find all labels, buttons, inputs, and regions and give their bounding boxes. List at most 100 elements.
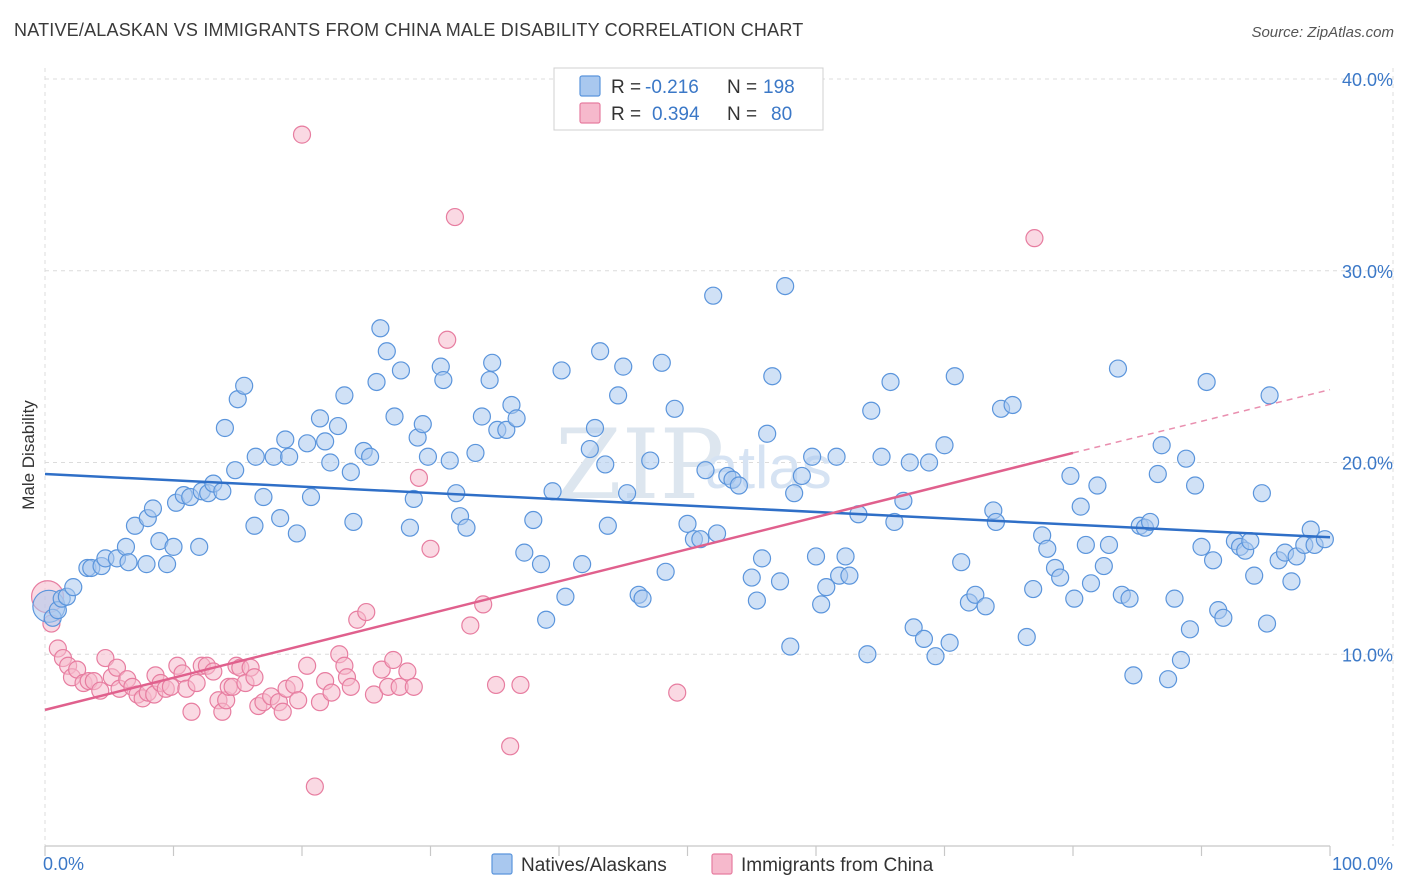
data-point-immigrants-from-china <box>289 691 308 710</box>
data-point-immigrants-from-china <box>1025 229 1044 248</box>
data-point-immigrants-from-china <box>182 702 201 721</box>
correlation-legend: R = -0.216 N = 198 R = 0.394 N = 80 <box>553 67 824 131</box>
y-axis-label: Male Disability <box>19 400 38 510</box>
series-natives-alaskans <box>32 276 1334 689</box>
data-point-natives-alaskans <box>1094 556 1113 576</box>
data-point-natives-alaskans <box>665 399 684 418</box>
data-point-immigrants-from-china <box>421 539 440 558</box>
data-point-immigrants-from-china <box>273 702 292 721</box>
data-point-natives-alaskans <box>276 430 295 449</box>
data-point-natives-alaskans <box>341 462 360 482</box>
data-point-natives-alaskans <box>1003 395 1022 415</box>
data-point-immigrants-from-china <box>357 602 376 622</box>
data-point-immigrants-from-china <box>341 677 360 696</box>
data-point-natives-alaskans <box>770 572 790 591</box>
data-point-natives-alaskans <box>1152 436 1171 455</box>
data-point-natives-alaskans <box>287 524 306 543</box>
data-point-natives-alaskans <box>747 591 766 610</box>
trend-line-extension-immigrants-from-china <box>1072 388 1331 454</box>
data-point-natives-alaskans <box>952 553 971 572</box>
data-point-natives-alaskans <box>190 537 209 556</box>
data-point-natives-alaskans <box>1197 372 1216 392</box>
data-point-natives-alaskans <box>940 633 959 652</box>
data-point-natives-alaskans <box>1120 589 1139 608</box>
data-point-natives-alaskans <box>400 518 420 537</box>
data-point-natives-alaskans <box>1165 589 1184 608</box>
data-point-immigrants-from-china <box>445 207 465 227</box>
legend-n-value-2: 80 <box>771 104 792 125</box>
data-point-natives-alaskans <box>254 487 273 507</box>
data-point-natives-alaskans <box>1071 497 1090 516</box>
data-point-natives-alaskans <box>344 512 363 532</box>
data-point-natives-alaskans <box>792 466 811 486</box>
data-point-natives-alaskans <box>1088 476 1107 495</box>
y-tick-labels: 10.0% 20.0% 30.0% 40.0% <box>1342 70 1393 665</box>
data-point-natives-alaskans <box>596 455 615 474</box>
data-point-immigrants-from-china <box>404 677 423 696</box>
data-point-natives-alaskans <box>1245 566 1264 585</box>
data-point-immigrants-from-china <box>668 683 687 702</box>
data-point-natives-alaskans <box>652 353 671 372</box>
data-point-natives-alaskans <box>361 447 380 466</box>
data-point-natives-alaskans <box>480 370 499 390</box>
data-point-natives-alaskans <box>817 578 836 597</box>
data-point-natives-alaskans <box>377 342 396 361</box>
data-point-natives-alaskans <box>64 578 83 597</box>
data-point-natives-alaskans <box>515 543 534 562</box>
data-point-natives-alaskans <box>310 409 330 428</box>
data-point-natives-alaskans <box>976 597 995 616</box>
legend-swatch-pink <box>579 102 601 124</box>
data-point-immigrants-from-china <box>298 656 317 675</box>
data-point-natives-alaskans <box>785 484 804 503</box>
data-point-natives-alaskans <box>507 409 526 428</box>
x-tick-label: 0.0% <box>43 854 84 874</box>
data-point-natives-alaskans <box>1148 464 1167 484</box>
data-point-natives-alaskans <box>885 512 904 532</box>
data-point-natives-alaskans <box>321 453 340 472</box>
data-point-natives-alaskans <box>157 555 177 574</box>
data-point-natives-alaskans <box>466 443 485 463</box>
data-point-natives-alaskans <box>1061 466 1080 486</box>
data-point-natives-alaskans <box>164 537 183 556</box>
data-point-natives-alaskans <box>1315 530 1334 549</box>
data-point-natives-alaskans <box>803 447 822 466</box>
data-point-natives-alaskans <box>1124 666 1143 685</box>
data-point-natives-alaskans <box>614 357 633 376</box>
data-point-natives-alaskans <box>116 537 136 556</box>
data-point-natives-alaskans <box>328 416 348 436</box>
data-point-natives-alaskans <box>573 555 592 574</box>
data-point-immigrants-from-china <box>245 668 264 687</box>
legend-n-label-2: N = <box>727 104 757 125</box>
data-point-natives-alaskans <box>752 549 772 568</box>
data-point-immigrants-from-china <box>501 737 520 756</box>
data-point-natives-alaskans <box>641 451 660 470</box>
data-point-natives-alaskans <box>245 516 264 535</box>
data-point-natives-alaskans <box>524 510 543 530</box>
source-credit: Source: ZipAtlas.com <box>1251 24 1394 41</box>
data-point-immigrants-from-china <box>285 675 304 695</box>
data-point-natives-alaskans <box>1171 650 1191 670</box>
data-point-natives-alaskans <box>1065 589 1084 608</box>
bottom-legend-label-china: Immigrants from China <box>741 855 934 876</box>
data-point-natives-alaskans <box>1158 670 1178 689</box>
data-point-natives-alaskans <box>298 434 317 453</box>
data-point-natives-alaskans <box>926 647 945 666</box>
data-point-natives-alaskans <box>742 568 761 587</box>
legend-swatch-blue <box>579 75 601 97</box>
data-point-natives-alaskans <box>945 367 964 386</box>
series-immigrants-from-china <box>30 125 1044 796</box>
data-point-natives-alaskans <box>472 407 491 426</box>
data-point-natives-alaskans <box>858 645 877 664</box>
data-point-natives-alaskans <box>235 376 254 395</box>
data-point-natives-alaskans <box>226 461 245 480</box>
x-tick-labels: 0.0% 100.0% <box>43 846 1393 874</box>
data-point-natives-alaskans <box>1257 614 1277 633</box>
data-point-immigrants-from-china <box>107 658 127 677</box>
data-point-natives-alaskans <box>556 587 575 606</box>
legend-r-label-2: R = <box>611 104 641 125</box>
data-point-natives-alaskans <box>633 589 652 608</box>
data-point-natives-alaskans <box>1081 574 1101 593</box>
data-point-natives-alaskans <box>497 420 516 440</box>
data-point-natives-alaskans <box>404 489 423 509</box>
